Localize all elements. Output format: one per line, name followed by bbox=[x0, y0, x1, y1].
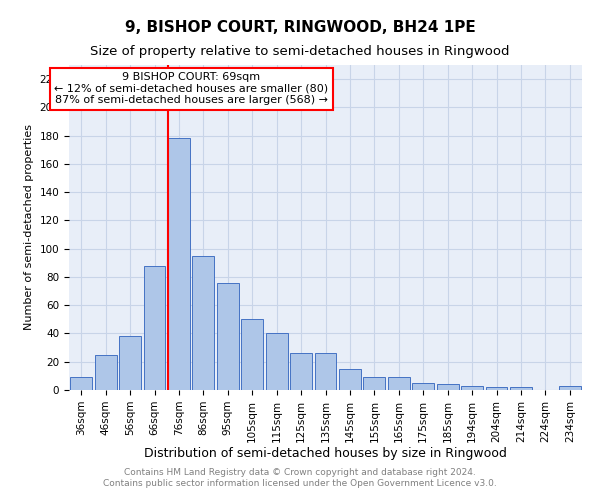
Bar bbox=[266, 334, 287, 390]
Bar bbox=[364, 378, 385, 390]
Text: Size of property relative to semi-detached houses in Ringwood: Size of property relative to semi-detach… bbox=[90, 44, 510, 58]
Text: 9, BISHOP COURT, RINGWOOD, BH24 1PE: 9, BISHOP COURT, RINGWOOD, BH24 1PE bbox=[125, 20, 475, 35]
Bar bbox=[217, 282, 239, 390]
Text: 9 BISHOP COURT: 69sqm
← 12% of semi-detached houses are smaller (80)
87% of semi: 9 BISHOP COURT: 69sqm ← 12% of semi-deta… bbox=[54, 72, 328, 106]
Y-axis label: Number of semi-detached properties: Number of semi-detached properties bbox=[24, 124, 34, 330]
X-axis label: Distribution of semi-detached houses by size in Ringwood: Distribution of semi-detached houses by … bbox=[144, 448, 507, 460]
Bar bbox=[559, 386, 581, 390]
Text: Contains HM Land Registry data © Crown copyright and database right 2024.
Contai: Contains HM Land Registry data © Crown c… bbox=[103, 468, 497, 487]
Bar bbox=[95, 354, 116, 390]
Bar bbox=[437, 384, 458, 390]
Bar bbox=[412, 383, 434, 390]
Bar bbox=[119, 336, 141, 390]
Bar bbox=[241, 320, 263, 390]
Bar bbox=[485, 387, 508, 390]
Bar bbox=[388, 378, 410, 390]
Bar bbox=[510, 387, 532, 390]
Bar bbox=[339, 369, 361, 390]
Bar bbox=[70, 378, 92, 390]
Bar bbox=[168, 138, 190, 390]
Bar bbox=[193, 256, 214, 390]
Bar bbox=[143, 266, 166, 390]
Bar bbox=[314, 354, 337, 390]
Bar bbox=[461, 386, 483, 390]
Bar bbox=[290, 354, 312, 390]
